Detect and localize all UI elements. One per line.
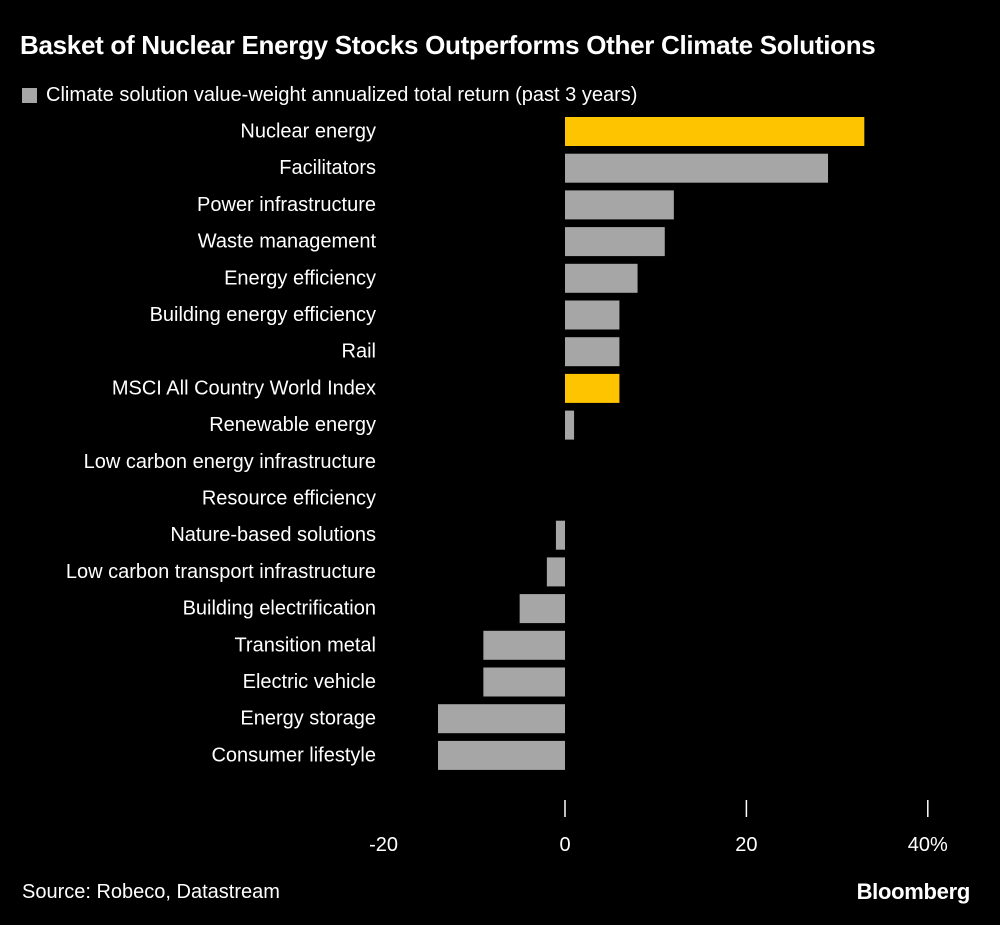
category-label: Building electrification xyxy=(183,598,376,620)
bar xyxy=(483,630,565,660)
category-label: Energy storage xyxy=(240,708,376,730)
category-label: Building energy efficiency xyxy=(150,304,376,326)
category-label: Nature-based solutions xyxy=(170,524,376,546)
bar xyxy=(565,410,575,440)
bar xyxy=(519,594,565,624)
x-tick-label: 40% xyxy=(908,834,948,856)
category-label: Nuclear energy xyxy=(240,121,376,143)
category-label: Power infrastructure xyxy=(197,194,376,216)
bar xyxy=(565,153,829,183)
x-tick-label: 20 xyxy=(735,834,757,856)
category-label: Electric vehicle xyxy=(243,671,376,693)
category-label: Transition metal xyxy=(234,634,376,656)
category-label: Rail xyxy=(342,341,376,363)
bar xyxy=(438,740,565,770)
category-label: Energy efficiency xyxy=(224,267,376,289)
bar xyxy=(546,557,565,587)
legend-swatch xyxy=(22,88,37,103)
category-label: Renewable energy xyxy=(209,414,376,436)
bar xyxy=(565,117,865,146)
category-label: Waste management xyxy=(198,231,377,253)
category-label: Low carbon energy infrastructure xyxy=(84,451,376,473)
category-label: Low carbon transport infrastructure xyxy=(66,561,376,583)
legend: Climate solution value-weight annualized… xyxy=(22,84,637,107)
bar xyxy=(565,263,638,293)
category-label: Resource efficiency xyxy=(202,488,376,510)
x-tick-label: -20 xyxy=(369,834,398,856)
bar xyxy=(565,300,620,330)
x-tick-label: 0 xyxy=(559,834,570,856)
bar xyxy=(565,227,665,257)
bar-chart: Nuclear energy Facilitators Power infrastr… xyxy=(66,117,948,856)
bar xyxy=(565,337,620,367)
category-label: MSCI All Country World Index xyxy=(112,377,376,399)
bar xyxy=(555,520,565,550)
source-note: Source: Robeco, Datastream xyxy=(22,881,280,903)
category-label: Consumer lifestyle xyxy=(211,744,376,766)
bar xyxy=(565,373,620,403)
bar xyxy=(438,704,565,734)
bar xyxy=(565,190,674,220)
bar xyxy=(483,667,565,697)
bloomberg-logo: Bloomberg xyxy=(856,879,971,904)
legend-label: Climate solution value-weight annualized… xyxy=(46,84,638,106)
category-label: Facilitators xyxy=(279,157,376,179)
chart-title: Basket of Nuclear Energy Stocks Outperfo… xyxy=(20,30,876,60)
